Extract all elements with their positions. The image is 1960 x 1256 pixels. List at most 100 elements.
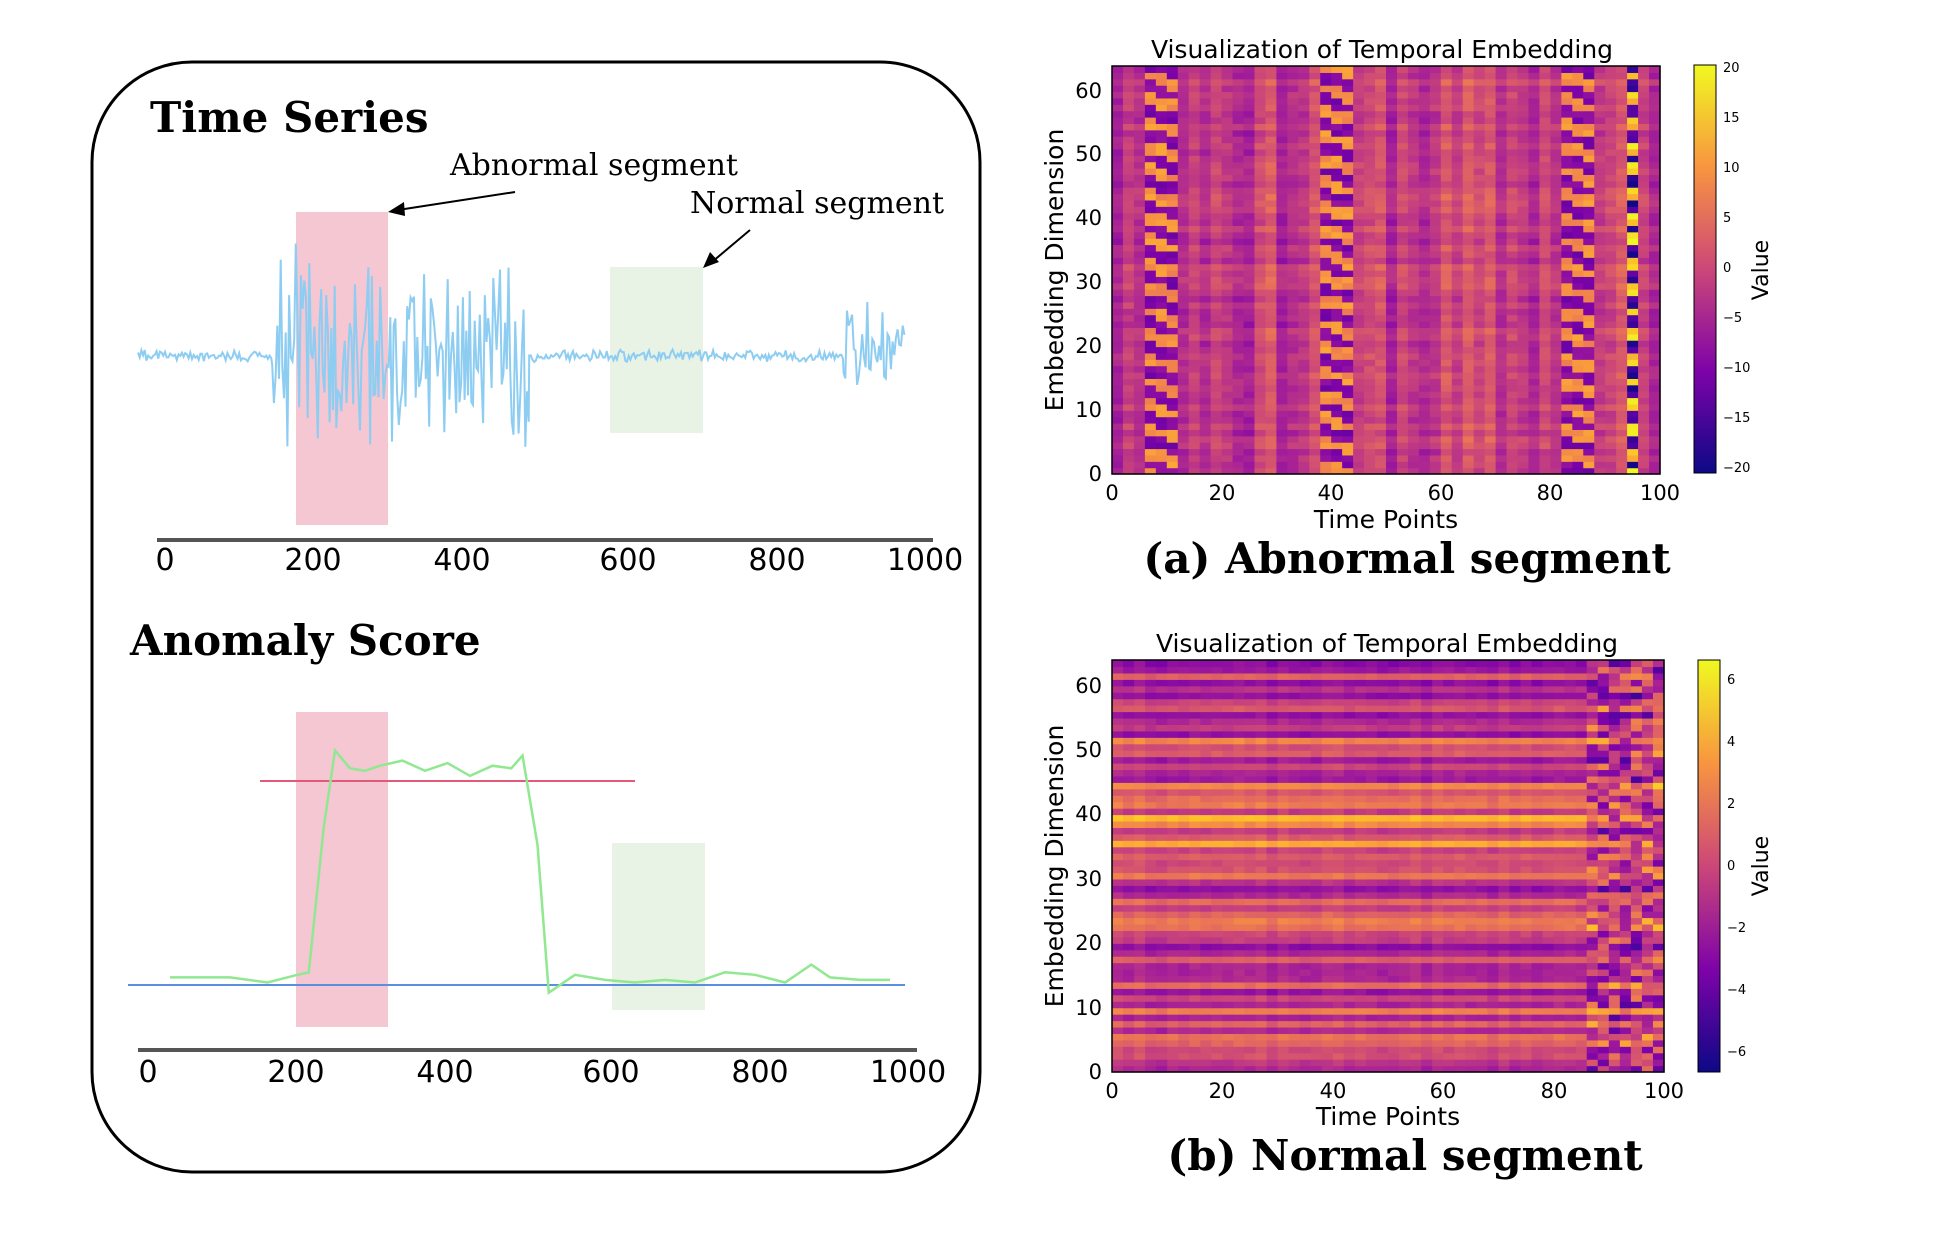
heatmap-cell — [1155, 117, 1168, 124]
heatmap-cell — [1321, 1052, 1334, 1060]
heatmap-cell — [1432, 866, 1444, 874]
heatmap-cell — [1375, 448, 1387, 456]
heatmap-cell — [1265, 148, 1277, 156]
heatmap-cell — [1638, 359, 1650, 367]
heatmap-cell — [1388, 949, 1400, 957]
heatmap-cell — [1254, 72, 1267, 80]
heatmap-cell — [1354, 930, 1367, 938]
heatmap-cell — [1166, 104, 1179, 112]
heatmap-cell — [1443, 1026, 1455, 1034]
heatmap-cell — [1310, 975, 1323, 983]
heatmap-cell — [1528, 244, 1541, 252]
heatmap-cell — [1564, 1059, 1577, 1067]
heatmap-cell — [1386, 174, 1398, 182]
heatmap-cell — [1528, 123, 1541, 131]
heatmap-cell — [1627, 321, 1639, 328]
heatmap-cell — [1321, 904, 1334, 912]
heatmap-cell — [1354, 943, 1367, 951]
heatmap-cell — [1484, 161, 1497, 169]
heatmap-cell — [1649, 85, 1661, 93]
heatmap-cell — [1462, 123, 1475, 131]
heatmap-cell — [1309, 219, 1321, 226]
heatmap-cell — [1265, 365, 1277, 373]
heatmap-cell — [1365, 969, 1378, 977]
heatmap-cell — [1156, 994, 1168, 1002]
heatmap-cell — [1145, 988, 1157, 996]
heatmap-cell — [1221, 123, 1234, 131]
heatmap-cell — [1495, 461, 1508, 469]
heatmap-cell — [1177, 219, 1190, 226]
heatmap-cell — [1550, 295, 1562, 303]
heatmap-cell — [1342, 340, 1354, 348]
heatmap-cell — [1122, 270, 1135, 277]
heatmap-cell — [1244, 975, 1257, 983]
heatmap-cell — [1520, 1046, 1533, 1054]
heatmap-cell — [1364, 289, 1376, 297]
heatmap-cell — [1396, 289, 1409, 297]
heatmap-cell — [1210, 352, 1223, 360]
heatmap-cell — [1451, 244, 1464, 252]
heatmap-cell — [1386, 378, 1398, 386]
heatmap-cell — [1462, 435, 1475, 443]
heatmap-cell — [1265, 72, 1277, 80]
heatmap-cell — [1309, 168, 1321, 175]
heatmap-cell — [1487, 1052, 1499, 1060]
heatmap-cell — [1649, 193, 1661, 201]
heatmap-cell — [1476, 1039, 1488, 1047]
heatmap-cell — [1199, 85, 1212, 93]
heatmap-cell — [1155, 397, 1168, 405]
heatmap-cell — [1155, 321, 1168, 328]
heatmap-cell — [1288, 975, 1301, 983]
heatmap-cell — [1298, 180, 1310, 188]
heatmap-cell — [1210, 295, 1223, 303]
heatmap-cell — [1432, 885, 1444, 893]
heatmap-cell — [1539, 372, 1551, 379]
heatmap-cell — [1630, 994, 1643, 1002]
heatmap-cell — [1641, 936, 1654, 944]
heatmap-cell — [1641, 923, 1654, 931]
heatmap-cell — [1386, 321, 1398, 328]
heatmap-cell — [1265, 219, 1277, 226]
heatmap-cell — [1112, 378, 1124, 386]
heatmap-cell — [1605, 263, 1617, 271]
heatmap-cell — [1254, 148, 1267, 156]
heatmap-cell — [1320, 193, 1332, 201]
heatmap-cell — [1265, 97, 1277, 105]
heatmap-cell — [1133, 423, 1146, 430]
heatmap-cell — [1454, 1001, 1466, 1009]
heatmap-cell — [1320, 442, 1332, 450]
heatmap-cell — [1243, 174, 1256, 182]
heatmap-cell — [1531, 1039, 1544, 1047]
heatmap-cell — [1462, 308, 1475, 316]
heatmap-cell — [1167, 898, 1179, 906]
heatmap-cell — [1396, 448, 1409, 456]
heatmap-cell — [1365, 866, 1378, 874]
heatmap-cell — [1375, 155, 1387, 163]
heatmap-cell — [1178, 866, 1190, 874]
heatmap-cell — [1605, 104, 1617, 112]
heatmap-cell — [1343, 994, 1356, 1002]
heatmap-cell — [1575, 994, 1588, 1002]
heatmap-cell — [1243, 168, 1256, 175]
heatmap-cell — [1410, 911, 1422, 919]
heatmap-cell — [1564, 988, 1577, 996]
heatmap-cell — [1638, 416, 1650, 424]
heatmap-cell — [1619, 1052, 1632, 1060]
heatmap-cell — [1288, 1020, 1301, 1028]
heatmap-cell — [1561, 308, 1573, 316]
heatmap-cell — [1484, 301, 1497, 309]
heatmap-cell — [1550, 231, 1562, 239]
heatmap-cell — [1112, 898, 1124, 906]
heatmap-cell — [1583, 378, 1595, 386]
heatmap-cell — [1254, 372, 1267, 379]
heatmap-cell — [1550, 136, 1562, 144]
heatmap-cell — [1133, 136, 1146, 144]
heatmap-cell — [1287, 467, 1299, 475]
heatmap-cell — [1506, 416, 1519, 424]
heatmap-cell — [1210, 308, 1223, 316]
heatmap-cell — [1407, 91, 1420, 99]
heatmap-cell — [1605, 289, 1617, 297]
heatmap-cell — [1188, 263, 1201, 271]
heatmap-cell — [1277, 859, 1290, 867]
heatmap-cell — [1112, 66, 1124, 73]
